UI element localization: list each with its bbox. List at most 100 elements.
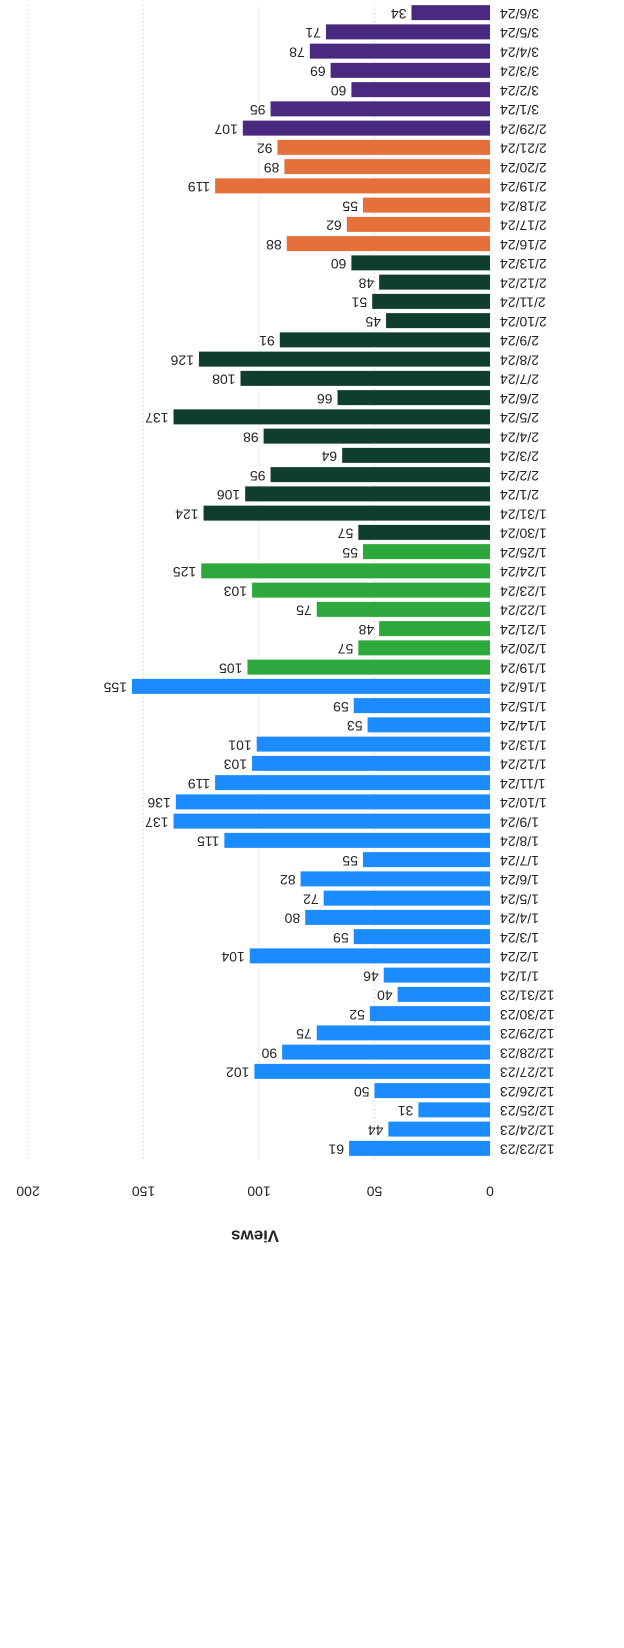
x-tick-label: 1/21/24 [500,622,547,638]
data-label: 51 [351,295,367,311]
data-label: 104 [221,949,245,965]
x-tick-label: 2/12/24 [500,275,547,291]
bar [379,621,490,637]
bar [374,1083,490,1099]
data-label: 78 [289,44,305,60]
data-label: 69 [310,64,326,80]
bar [215,775,491,791]
bar [342,447,490,463]
bar [337,390,491,406]
bar [325,24,490,40]
data-label: 105 [219,660,243,676]
bar [279,332,491,348]
x-tick-label: 12/25/23 [500,1103,555,1119]
data-label: 31 [398,1103,414,1119]
data-label: 103 [223,583,247,599]
bar [252,582,490,598]
data-label: 57 [338,641,354,657]
bar [349,1140,490,1156]
data-label: 55 [342,198,358,214]
x-tick-label: 12/28/23 [500,1045,555,1061]
bar [284,159,490,175]
x-tick-label: 12/29/23 [500,1026,555,1042]
data-label: 155 [103,680,127,696]
x-tick-label: 1/14/24 [500,718,547,734]
bar [411,5,490,21]
bar [224,832,490,848]
bar [245,486,490,502]
data-label: 115 [197,834,220,850]
data-label: 44 [368,1122,384,1138]
x-tick-label: 2/20/24 [500,160,547,176]
data-label: 103 [223,757,247,773]
x-tick-label: 3/2/24 [500,83,539,99]
x-tick-label: 1/12/24 [500,757,547,773]
data-label: 119 [188,179,211,195]
data-label: 92 [257,141,273,157]
data-label: 59 [333,930,349,946]
bar [175,794,490,810]
data-label: 72 [303,891,319,907]
bar [305,909,491,925]
data-label: 80 [284,911,300,927]
bar [282,1044,490,1060]
x-tick-label: 3/5/24 [500,25,539,41]
x-tick-label: 2/19/24 [500,179,547,195]
y-tick-label: 150 [132,1183,156,1199]
data-label: 90 [261,1045,277,1061]
x-tick-label: 3/3/24 [500,64,539,80]
data-label: 82 [280,872,296,888]
data-label: 50 [354,1084,370,1100]
data-label: 106 [217,487,241,503]
x-tick-label: 1/31/24 [500,506,547,522]
data-label: 102 [226,1065,250,1081]
x-tick-label: 1/10/24 [500,795,547,811]
bar [351,255,490,271]
data-label: 108 [212,372,236,388]
bar [201,563,490,579]
x-tick-label: 1/4/24 [500,911,539,927]
bar [270,467,490,483]
x-tick-label: 1/2/24 [500,949,539,965]
bar [358,640,490,656]
data-label: 75 [296,603,312,619]
bar [323,890,490,906]
data-label: 98 [243,429,259,445]
data-label: 125 [173,564,197,580]
data-label: 101 [228,737,252,753]
x-tick-label: 1/11/24 [500,776,546,792]
bar [351,82,490,98]
x-tick-label: 3/1/24 [500,102,539,118]
data-label: 137 [145,410,169,426]
data-label: 60 [331,256,347,272]
data-label: 62 [326,218,342,234]
y-tick-label: 200 [16,1183,40,1199]
bar [372,293,490,309]
bar [215,178,491,194]
x-tick-label: 1/1/24 [500,968,539,984]
data-label: 75 [296,1026,312,1042]
x-tick-label: 12/31/23 [500,988,555,1004]
bar [256,736,490,752]
x-tick-label: 1/15/24 [500,699,547,715]
data-label: 71 [305,25,321,41]
data-label: 40 [377,988,393,1004]
x-tick-label: 12/23/23 [500,1142,555,1158]
x-tick-label: 2/8/24 [500,352,539,368]
bar [346,216,490,232]
bar [247,659,490,675]
x-tick-label: 1/6/24 [500,872,539,888]
data-label: 57 [338,526,354,542]
data-label: 95 [250,468,266,484]
bar [367,717,491,733]
y-tick-label: 100 [247,1183,271,1199]
bar [300,871,490,887]
x-tick-label: 2/6/24 [500,391,539,407]
bar [362,852,491,868]
x-tick-label: 2/1/24 [500,487,539,503]
bar [252,755,490,771]
x-tick-label: 2/18/24 [500,198,547,214]
x-tick-label: 1/30/24 [500,526,547,542]
x-tick-label: 1/9/24 [500,814,539,830]
